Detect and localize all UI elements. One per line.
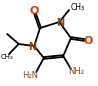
Text: CH₃: CH₃ (1, 54, 14, 60)
Text: H₂N: H₂N (22, 71, 38, 79)
Text: NH₂: NH₂ (68, 68, 84, 77)
Text: O: O (29, 6, 39, 16)
Text: N: N (28, 42, 36, 52)
Text: N: N (56, 18, 64, 28)
Text: CH₃: CH₃ (71, 2, 85, 12)
Text: O: O (84, 36, 93, 46)
